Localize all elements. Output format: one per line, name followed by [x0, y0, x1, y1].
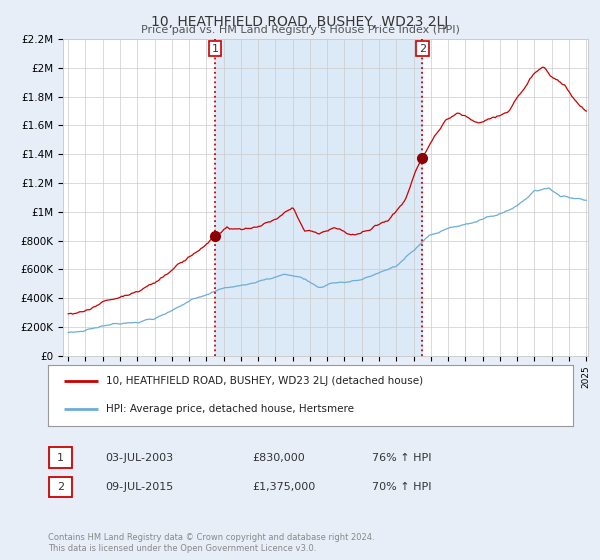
Text: 2: 2 — [419, 44, 426, 54]
Text: 09-JUL-2015: 09-JUL-2015 — [105, 482, 173, 492]
Text: 70% ↑ HPI: 70% ↑ HPI — [372, 482, 431, 492]
Text: £1,375,000: £1,375,000 — [252, 482, 315, 492]
Text: £830,000: £830,000 — [252, 452, 305, 463]
Text: 10, HEATHFIELD ROAD, BUSHEY, WD23 2LJ: 10, HEATHFIELD ROAD, BUSHEY, WD23 2LJ — [151, 15, 449, 29]
Text: Price paid vs. HM Land Registry's House Price Index (HPI): Price paid vs. HM Land Registry's House … — [140, 25, 460, 35]
Text: 1: 1 — [211, 44, 218, 54]
Text: 76% ↑ HPI: 76% ↑ HPI — [372, 452, 431, 463]
Text: HPI: Average price, detached house, Hertsmere: HPI: Average price, detached house, Hert… — [106, 404, 354, 414]
Text: 03-JUL-2003: 03-JUL-2003 — [105, 452, 173, 463]
Text: 1: 1 — [57, 452, 64, 463]
Text: Contains HM Land Registry data © Crown copyright and database right 2024.
This d: Contains HM Land Registry data © Crown c… — [48, 533, 374, 553]
Bar — [215, 39, 422, 356]
Text: 2: 2 — [57, 482, 64, 492]
Text: 10, HEATHFIELD ROAD, BUSHEY, WD23 2LJ (detached house): 10, HEATHFIELD ROAD, BUSHEY, WD23 2LJ (d… — [106, 376, 423, 386]
